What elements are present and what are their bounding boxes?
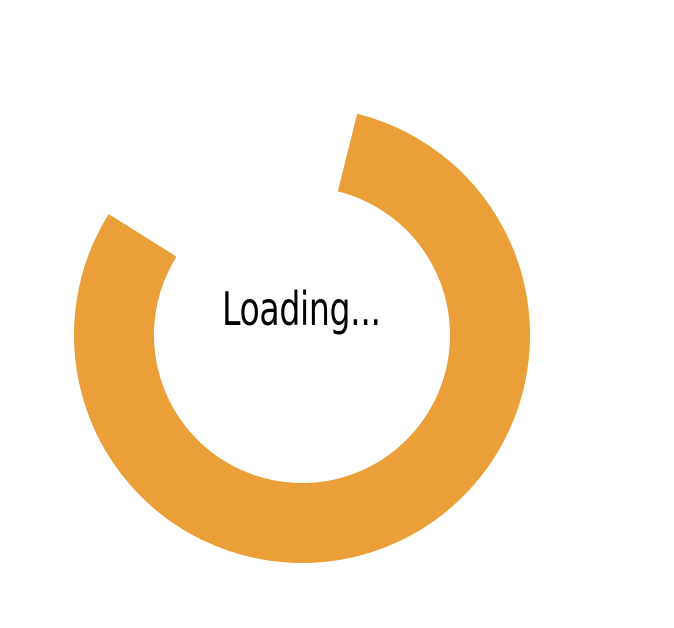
spinner-arc — [74, 113, 530, 563]
loading-label: Loading... — [222, 282, 381, 336]
